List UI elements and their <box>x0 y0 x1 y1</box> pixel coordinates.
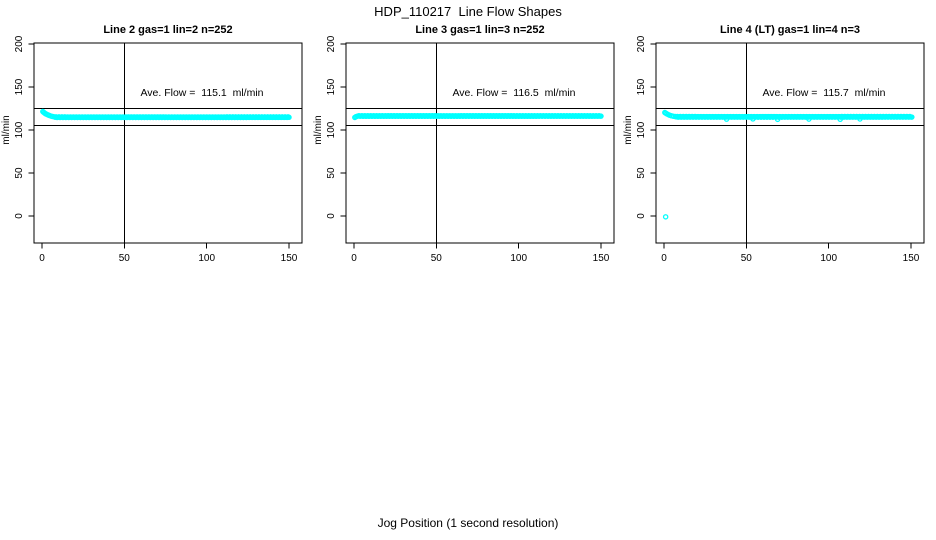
panel-line-4: Line 4 (LT) gas=1 lin=4 n=3 0 50 100 150… <box>623 24 925 264</box>
x-tick-label: 0 <box>661 253 667 264</box>
scatter-points <box>40 108 292 121</box>
y-tick-label: 0 <box>326 213 337 219</box>
y-tick-label: 0 <box>14 213 25 219</box>
y-tick-label: 100 <box>636 121 647 138</box>
y-axis: 0 50 100 150 200 ml/min <box>623 35 656 219</box>
panel-title: Line 4 (LT) gas=1 lin=4 n=3 <box>720 24 860 36</box>
y-axis: 0 50 100 150 200 ml/min <box>313 35 346 219</box>
scatter-points <box>662 109 915 220</box>
x-axis: 0 50 100 150 <box>39 243 298 264</box>
x-axis: 0 50 100 150 <box>661 243 920 264</box>
ref-lines <box>34 43 302 243</box>
data-point <box>286 114 292 121</box>
figure-title: HDP_110217 Line Flow Shapes <box>374 4 562 19</box>
y-tick-label: 100 <box>326 121 337 138</box>
y-tick-label: 50 <box>636 167 647 179</box>
y-tick-label: 150 <box>636 78 647 95</box>
scatter-points <box>352 112 604 121</box>
x-tick-label: 0 <box>351 253 357 264</box>
y-tick-label: 50 <box>326 167 337 179</box>
data-point <box>909 114 915 120</box>
ave-flow-annotation: Ave. Flow = 116.5 ml/min <box>452 87 575 99</box>
plot-box <box>655 42 925 244</box>
ave-flow-annotation: Ave. Flow = 115.1 ml/min <box>140 87 263 99</box>
x-tick-label: 50 <box>119 253 131 264</box>
panel-line-3: Line 3 gas=1 lin=3 n=252 0 50 100 150 0 … <box>313 24 615 264</box>
x-tick-label: 150 <box>903 253 920 264</box>
panel-title: Line 3 gas=1 lin=3 n=252 <box>415 24 544 36</box>
x-tick-label: 100 <box>820 253 837 264</box>
x-tick-label: 150 <box>281 253 298 264</box>
y-axis-label: ml/min <box>1 115 12 144</box>
plot-box <box>345 42 615 244</box>
ref-lines <box>656 43 924 243</box>
y-tick-label: 150 <box>326 78 337 95</box>
ref-lines <box>346 43 614 243</box>
data-point <box>662 214 669 220</box>
data-point <box>857 116 863 122</box>
data-point <box>598 113 604 119</box>
data-point <box>774 116 781 123</box>
data-point <box>750 116 756 122</box>
y-tick-label: 100 <box>14 121 25 138</box>
x-axis-title: Jog Position (1 second resolution) <box>378 516 559 530</box>
data-point <box>806 116 812 122</box>
x-tick-label: 50 <box>741 253 753 264</box>
x-tick-label: 100 <box>198 253 215 264</box>
panel-title: Line 2 gas=1 lin=2 n=252 <box>103 24 232 36</box>
ave-flow-annotation: Ave. Flow = 115.7 ml/min <box>762 87 885 99</box>
y-tick-label: 50 <box>14 167 25 179</box>
x-axis: 0 50 100 150 <box>351 243 610 264</box>
panel-line-2: Line 2 gas=1 lin=2 n=252 0 50 100 150 0 … <box>1 24 303 264</box>
x-tick-label: 50 <box>431 253 443 264</box>
x-tick-label: 100 <box>510 253 527 264</box>
y-tick-label: 0 <box>636 213 647 219</box>
y-axis-label: ml/min <box>623 115 634 144</box>
y-tick-label: 150 <box>14 78 25 95</box>
x-tick-label: 150 <box>593 253 610 264</box>
data-point <box>837 116 843 123</box>
data-point <box>723 116 730 122</box>
plot-box <box>33 42 303 244</box>
x-tick-label: 0 <box>39 253 45 264</box>
y-tick-label: 200 <box>326 35 337 52</box>
y-tick-label: 200 <box>14 35 25 52</box>
y-tick-label: 200 <box>636 35 647 52</box>
y-axis: 0 50 100 150 200 ml/min <box>1 35 34 219</box>
y-axis-label: ml/min <box>313 115 324 144</box>
